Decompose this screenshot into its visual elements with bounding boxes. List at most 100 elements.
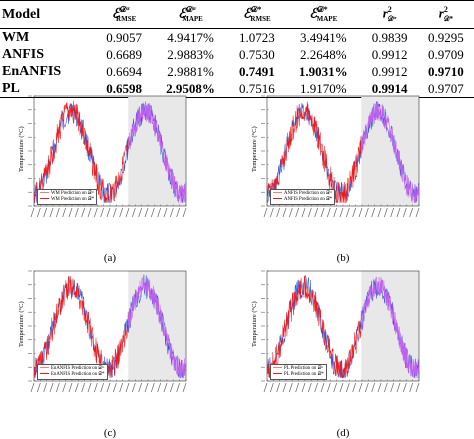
x-tick-label-mark bbox=[339, 382, 344, 393]
x-tick-label-mark bbox=[314, 207, 318, 218]
x-tick-label-mark bbox=[396, 382, 401, 393]
x-tick-label-mark bbox=[37, 207, 41, 218]
metric-cell: 0.6694 bbox=[106, 63, 143, 79]
x-tick-label-mark bbox=[62, 207, 66, 218]
x-tick-label-mark bbox=[87, 207, 92, 218]
temperature-time-series-chart bbox=[28, 270, 187, 393]
metric-cell: 2.9508% bbox=[166, 80, 215, 96]
legend-entry: ANFIS Prediction on 𝒟ᵗʳ bbox=[273, 191, 332, 197]
prediction-plot-panel: Temperature (°C) WM Prediction on 𝒟ᵗʳ WM P… bbox=[12, 92, 212, 264]
y-axis-label: Temperature (°C) bbox=[18, 301, 25, 347]
legend-swatch bbox=[40, 367, 49, 369]
legend-label: ANFIS Prediction on 𝒟ᵗʳ bbox=[284, 191, 332, 196]
x-tick-label-mark bbox=[68, 382, 73, 393]
header-mape-test: ℰ𝒟*MAPE bbox=[309, 5, 338, 23]
x-tick-label-mark bbox=[346, 382, 350, 393]
x-tick-label-mark bbox=[163, 382, 168, 393]
temperature-time-series-chart bbox=[261, 95, 420, 218]
legend-label: WM Prediction on 𝒟ᵗʳ bbox=[51, 191, 94, 196]
x-tick-label-mark bbox=[320, 382, 325, 393]
legend-swatch bbox=[273, 192, 282, 194]
x-tick-label-mark bbox=[333, 382, 337, 393]
x-tick-label-mark bbox=[75, 207, 79, 218]
x-tick-label-mark bbox=[263, 207, 268, 218]
chart-legend: EnANFIS Prediction on 𝒟ᵗʳ EnANFIS Predict… bbox=[37, 364, 108, 380]
x-tick-label-mark bbox=[43, 382, 47, 393]
x-tick-label-mark bbox=[37, 382, 41, 393]
x-tick-label-mark bbox=[352, 382, 356, 393]
x-tick-label-mark bbox=[308, 382, 312, 393]
metric-cell: 4.9417% bbox=[167, 29, 214, 45]
x-tick-label-mark bbox=[30, 382, 35, 393]
metric-cell: 0.9707 bbox=[428, 80, 464, 96]
x-tick-label-mark bbox=[81, 382, 85, 393]
x-tick-label-mark bbox=[327, 207, 331, 218]
chart-legend: ANFIS Prediction on 𝒟ᵗʳ ANFIS Prediction … bbox=[270, 189, 336, 205]
x-tick-label-mark bbox=[49, 382, 54, 393]
table-row: ANFIS 0.6689 2.9883% 0.7530 2.2648% 0.9912 0.9… bbox=[0, 46, 474, 63]
legend-entry: EnANFIS Prediction on 𝒟* bbox=[40, 372, 105, 378]
metric-cell: 2.9881% bbox=[167, 63, 214, 79]
legend-swatch bbox=[273, 367, 282, 369]
x-tick-label-mark bbox=[384, 382, 388, 393]
legend-label: EnANFIS Prediction on 𝒟ᵗʳ bbox=[51, 366, 105, 371]
x-tick-label-mark bbox=[282, 382, 287, 393]
x-tick-label-mark bbox=[62, 382, 66, 393]
x-tick-label-mark bbox=[163, 207, 168, 218]
x-tick-label-mark bbox=[56, 207, 60, 218]
x-tick-label-mark bbox=[403, 207, 407, 218]
metric-cell: 1.0723 bbox=[239, 29, 275, 45]
panel-label: (c) bbox=[103, 427, 117, 439]
x-tick-label-mark bbox=[301, 382, 306, 393]
legend-entry: PL Prediction on 𝒟* bbox=[273, 372, 324, 378]
model-name: ANFIS bbox=[2, 46, 45, 62]
legend-label: WM Prediction on 𝒟* bbox=[51, 197, 95, 202]
panel-label: (b) bbox=[336, 252, 350, 264]
header-rmse-test: ℰ𝒟*RMSE bbox=[243, 5, 271, 23]
x-tick-label-mark bbox=[352, 207, 356, 218]
panel-label: (d) bbox=[336, 427, 350, 439]
model-name: WM bbox=[2, 29, 30, 45]
metric-cell: 0.9709 bbox=[428, 46, 464, 62]
temperature-time-series-chart bbox=[28, 95, 187, 218]
train-prediction-line bbox=[33, 276, 129, 378]
x-tick-label-mark bbox=[365, 382, 369, 393]
x-tick-label-mark bbox=[263, 382, 268, 393]
legend-label: EnANFIS Prediction on 𝒟* bbox=[51, 372, 105, 377]
metric-cell: 0.9912 bbox=[371, 46, 408, 62]
test-prediction-line bbox=[360, 101, 420, 203]
x-tick-label-mark bbox=[282, 207, 287, 218]
x-tick-label-mark bbox=[409, 207, 413, 218]
x-tick-label-mark bbox=[176, 382, 180, 393]
metric-cell: 3.4941% bbox=[300, 29, 347, 45]
legend-entry: EnANFIS Prediction on 𝒟ᵗʳ bbox=[40, 366, 105, 372]
x-tick-label-mark bbox=[125, 382, 130, 393]
x-tick-label-mark bbox=[396, 207, 401, 218]
table-row: WM 0.9057 4.9417% 1.0723 3.4941% 0.9839 0.9295 bbox=[0, 28, 474, 46]
legend-label: PL Prediction on 𝒟* bbox=[284, 372, 324, 377]
x-tick-label-mark bbox=[176, 207, 180, 218]
header-rmse-train: ℰ𝒟ᵗʳRMSE bbox=[112, 5, 137, 23]
test-prediction-line bbox=[127, 101, 187, 203]
x-tick-label-mark bbox=[371, 207, 375, 218]
x-tick-label-mark bbox=[358, 382, 363, 393]
x-tick-label-mark bbox=[276, 207, 280, 218]
train-prediction-line bbox=[33, 100, 129, 203]
x-tick-label-mark bbox=[295, 382, 299, 393]
x-tick-label-mark bbox=[106, 382, 111, 393]
x-tick-label-mark bbox=[81, 207, 85, 218]
x-tick-label-mark bbox=[346, 207, 350, 218]
x-tick-label-mark bbox=[113, 382, 117, 393]
metric-cell: 0.7530 bbox=[239, 46, 275, 62]
x-tick-label-mark bbox=[119, 207, 123, 218]
x-tick-label-mark bbox=[87, 382, 92, 393]
model-name: EnANFIS bbox=[2, 63, 62, 79]
metric-cell: 2.2648% bbox=[300, 46, 347, 62]
x-tick-label-mark bbox=[289, 207, 293, 218]
prediction-plot-panel: Temperature (°C) EnANFIS Prediction on 𝒟ᵗ… bbox=[12, 267, 212, 439]
y-axis-label: Temperature (°C) bbox=[251, 126, 258, 172]
x-tick-label-mark bbox=[295, 207, 299, 218]
x-tick-label-mark bbox=[68, 207, 73, 218]
x-tick-label-mark bbox=[138, 382, 142, 393]
x-tick-label-mark bbox=[157, 382, 161, 393]
